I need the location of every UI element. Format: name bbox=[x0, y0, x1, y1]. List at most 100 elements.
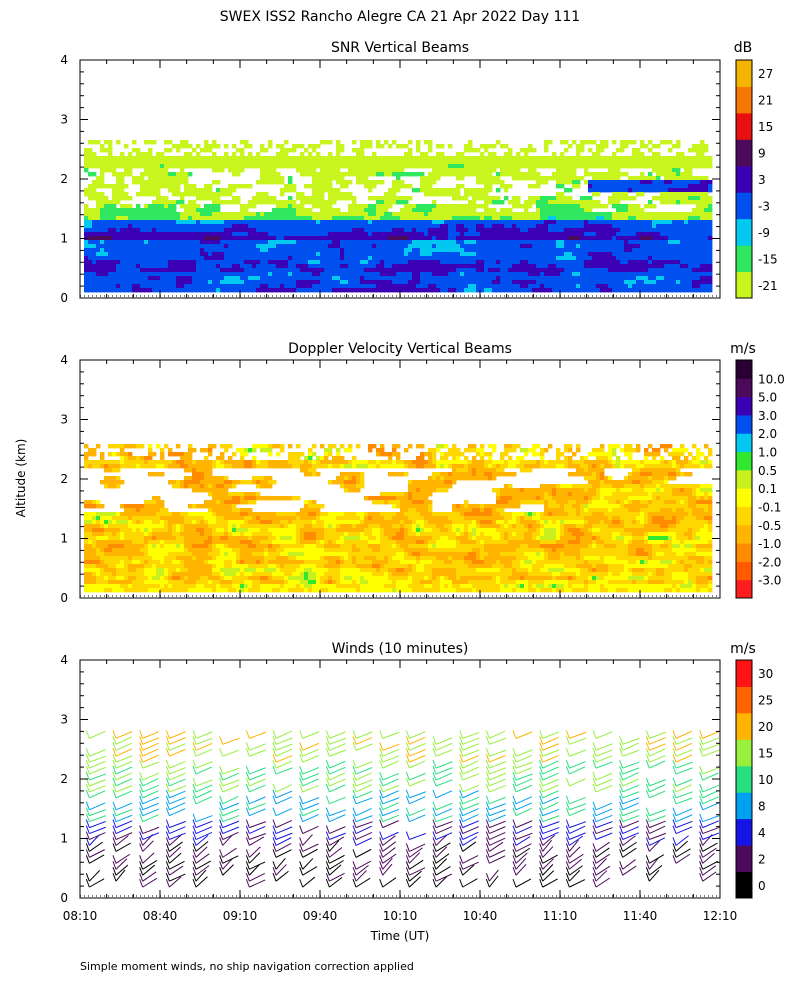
heatmap-cell bbox=[200, 268, 205, 273]
heatmap-cell bbox=[468, 240, 473, 245]
heatmap-cell bbox=[304, 272, 309, 277]
heatmap-cell bbox=[596, 156, 601, 161]
heatmap-cell bbox=[252, 244, 257, 249]
heatmap-cell bbox=[564, 204, 569, 209]
heatmap-cell bbox=[400, 244, 405, 249]
heatmap-cell bbox=[564, 164, 569, 169]
heatmap-cell bbox=[380, 172, 385, 177]
heatmap-cell bbox=[168, 188, 173, 193]
heatmap-cell bbox=[276, 232, 281, 237]
heatmap-cell bbox=[84, 256, 89, 261]
heatmap-cell bbox=[608, 212, 613, 217]
heatmap-cell bbox=[444, 272, 449, 277]
heatmap-cell bbox=[704, 284, 709, 289]
heatmap-cell bbox=[572, 256, 577, 261]
heatmap-cell bbox=[456, 172, 461, 177]
heatmap-cell bbox=[140, 216, 145, 221]
heatmap-cell bbox=[164, 244, 169, 249]
heatmap-cell bbox=[592, 228, 597, 233]
heatmap-cell bbox=[372, 264, 377, 269]
heatmap-cell bbox=[396, 172, 401, 177]
heatmap-cell bbox=[564, 188, 569, 193]
heatmap-cell bbox=[172, 144, 177, 149]
heatmap-cell bbox=[136, 204, 141, 209]
heatmap-cell bbox=[704, 268, 709, 273]
heatmap-cell bbox=[488, 236, 493, 241]
heatmap-cell bbox=[504, 152, 509, 157]
heatmap-cell bbox=[508, 160, 513, 165]
heatmap-cell bbox=[400, 164, 405, 169]
heatmap-cell bbox=[528, 156, 533, 161]
heatmap-cell bbox=[252, 232, 257, 237]
heatmap-cell bbox=[184, 240, 189, 245]
heatmap-cell bbox=[664, 200, 669, 205]
heatmap-cell bbox=[468, 156, 473, 161]
heatmap-cell bbox=[152, 220, 157, 225]
heatmap-cell bbox=[524, 252, 529, 257]
heatmap-cell bbox=[172, 228, 177, 233]
heatmap-cell bbox=[548, 236, 553, 241]
heatmap-cell bbox=[456, 168, 461, 173]
heatmap-cell bbox=[240, 160, 245, 165]
heatmap-cell bbox=[652, 244, 657, 249]
heatmap-cell bbox=[540, 160, 545, 165]
heatmap-cell bbox=[440, 280, 445, 285]
heatmap-cell bbox=[588, 228, 593, 233]
heatmap-cell bbox=[92, 288, 97, 293]
heatmap-cell bbox=[668, 172, 673, 177]
heatmap-cell bbox=[156, 196, 161, 201]
heatmap-cell bbox=[324, 272, 329, 277]
heatmap-cell bbox=[552, 224, 557, 229]
heatmap-cell bbox=[532, 160, 537, 165]
heatmap-cell bbox=[524, 224, 529, 229]
heatmap-cell bbox=[132, 208, 137, 213]
heatmap-cell bbox=[248, 156, 253, 161]
heatmap-cell bbox=[208, 244, 213, 249]
heatmap-cell bbox=[644, 228, 649, 233]
heatmap-cell bbox=[236, 260, 241, 265]
heatmap-cell bbox=[292, 204, 297, 209]
heatmap-cell bbox=[336, 220, 341, 225]
heatmap-cell bbox=[520, 240, 525, 245]
heatmap-cell bbox=[84, 268, 89, 273]
heatmap-cell bbox=[604, 232, 609, 237]
heatmap-cell bbox=[292, 156, 297, 161]
heatmap-cell bbox=[328, 272, 333, 277]
heatmap-cell bbox=[588, 236, 593, 241]
heatmap-cell bbox=[276, 268, 281, 273]
heatmap-cell bbox=[92, 280, 97, 285]
heatmap-cell bbox=[152, 216, 157, 221]
heatmap-cell bbox=[560, 140, 565, 145]
heatmap-cell bbox=[428, 188, 433, 193]
heatmap-cell bbox=[604, 252, 609, 257]
heatmap-cell bbox=[280, 284, 285, 289]
heatmap-cell bbox=[260, 284, 265, 289]
heatmap-cell bbox=[528, 212, 533, 217]
heatmap-cell bbox=[448, 224, 453, 229]
heatmap-cell bbox=[428, 208, 433, 213]
heatmap-cell bbox=[448, 252, 453, 257]
heatmap-cell bbox=[312, 268, 317, 273]
heatmap-cell bbox=[588, 244, 593, 249]
heatmap-cell bbox=[348, 220, 353, 225]
heatmap-cell bbox=[536, 268, 541, 273]
heatmap-cell bbox=[572, 204, 577, 209]
heatmap-cell bbox=[604, 288, 609, 293]
heatmap-cell bbox=[272, 256, 277, 261]
heatmap-cell bbox=[444, 252, 449, 257]
heatmap-cell bbox=[688, 224, 693, 229]
heatmap-cell bbox=[336, 268, 341, 273]
heatmap-cell bbox=[284, 228, 289, 233]
heatmap-cell bbox=[196, 192, 201, 197]
heatmap-cell bbox=[292, 288, 297, 293]
heatmap-cell bbox=[596, 260, 601, 265]
heatmap-cell bbox=[632, 240, 637, 245]
heatmap-cell bbox=[660, 264, 665, 269]
heatmap-cell bbox=[524, 244, 529, 249]
heatmap-cell bbox=[600, 148, 605, 153]
heatmap-cell bbox=[172, 160, 177, 165]
heatmap-cell bbox=[436, 272, 441, 277]
heatmap-cell bbox=[312, 156, 317, 161]
heatmap-cell bbox=[400, 284, 405, 289]
heatmap-cell bbox=[456, 160, 461, 165]
